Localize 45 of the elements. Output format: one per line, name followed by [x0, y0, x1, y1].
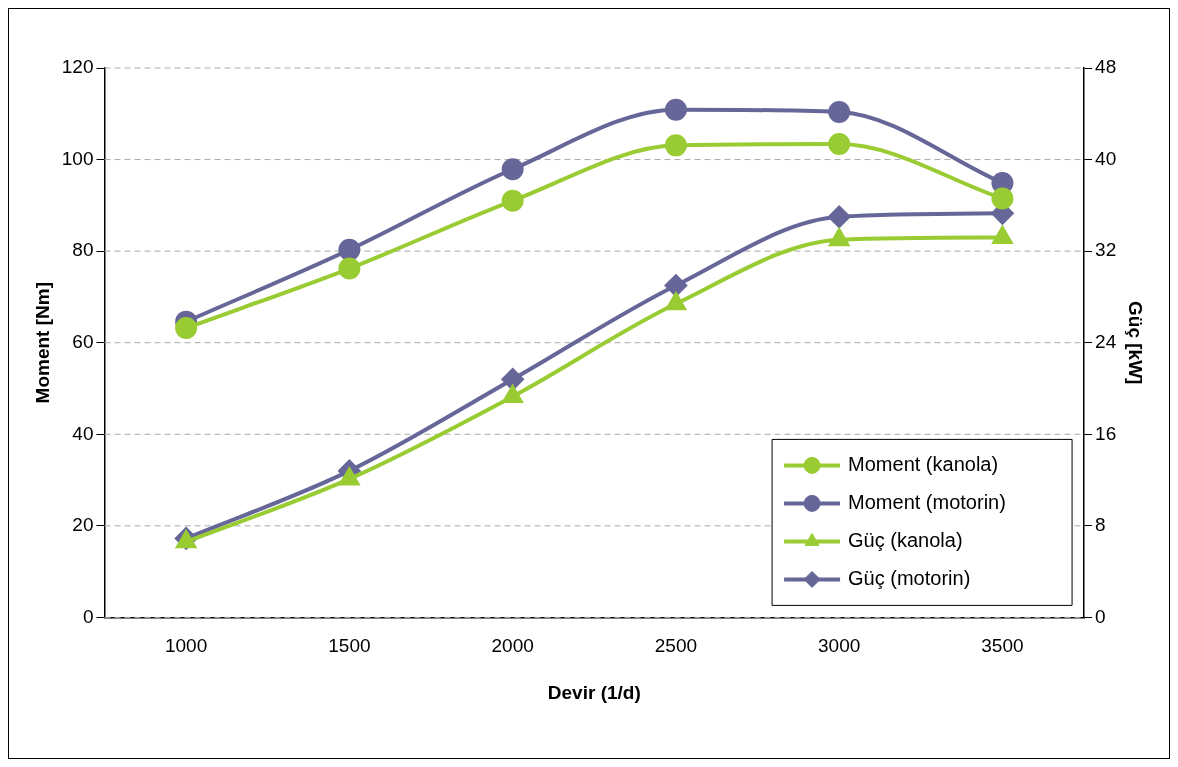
y-tick-label: 100 — [61, 147, 94, 169]
point — [992, 226, 1013, 244]
point — [829, 228, 849, 247]
y-tick-label: 60 — [72, 330, 94, 352]
x-tick-label: 2500 — [654, 635, 698, 657]
point — [339, 467, 360, 486]
point — [502, 385, 523, 403]
y2-tick-label: 24 — [1095, 330, 1117, 352]
y-tick-label: 0 — [82, 605, 94, 627]
y2-tick-label: 32 — [1095, 239, 1117, 261]
y-tick-label: 80 — [72, 239, 94, 261]
y2-tick-label: 8 — [1095, 514, 1106, 536]
point — [664, 134, 687, 157]
point — [828, 133, 851, 155]
x-tick-label: 1000 — [164, 635, 208, 657]
point — [501, 189, 524, 212]
point — [666, 292, 686, 311]
point — [828, 100, 851, 123]
legend-label: Güç (kanola) — [848, 528, 963, 551]
point — [828, 205, 851, 228]
y2-tick-label: 40 — [1095, 147, 1117, 169]
legend-label: Güç (motorin) — [848, 566, 971, 589]
x-tick-label: 3000 — [818, 635, 861, 657]
x-tick-label: 2000 — [491, 635, 534, 657]
point — [501, 368, 524, 391]
point — [664, 98, 687, 121]
point — [501, 158, 524, 181]
y-tick-label: 20 — [72, 514, 94, 536]
y-tick-label: 40 — [72, 422, 94, 444]
point — [175, 317, 198, 340]
x-tick-label: 1500 — [328, 635, 371, 657]
legend-label: Moment (motorin) — [848, 490, 1006, 513]
y-axis-title: Moment [Nm] — [31, 282, 53, 404]
y2-axis-title: Güç [kW] — [1125, 301, 1147, 385]
x-axis-title: Devir (1/d) — [547, 681, 641, 703]
legend-label: Moment (kanola) — [848, 452, 999, 475]
y2-tick-label: 0 — [1095, 605, 1106, 627]
y2-tick-label: 16 — [1095, 422, 1117, 444]
x-tick-label: 3500 — [981, 635, 1024, 657]
point — [991, 187, 1014, 210]
point — [338, 238, 361, 261]
point — [338, 257, 361, 280]
point — [664, 274, 687, 297]
y2-tick-label: 48 — [1095, 56, 1117, 78]
y-tick-label: 120 — [61, 56, 94, 78]
